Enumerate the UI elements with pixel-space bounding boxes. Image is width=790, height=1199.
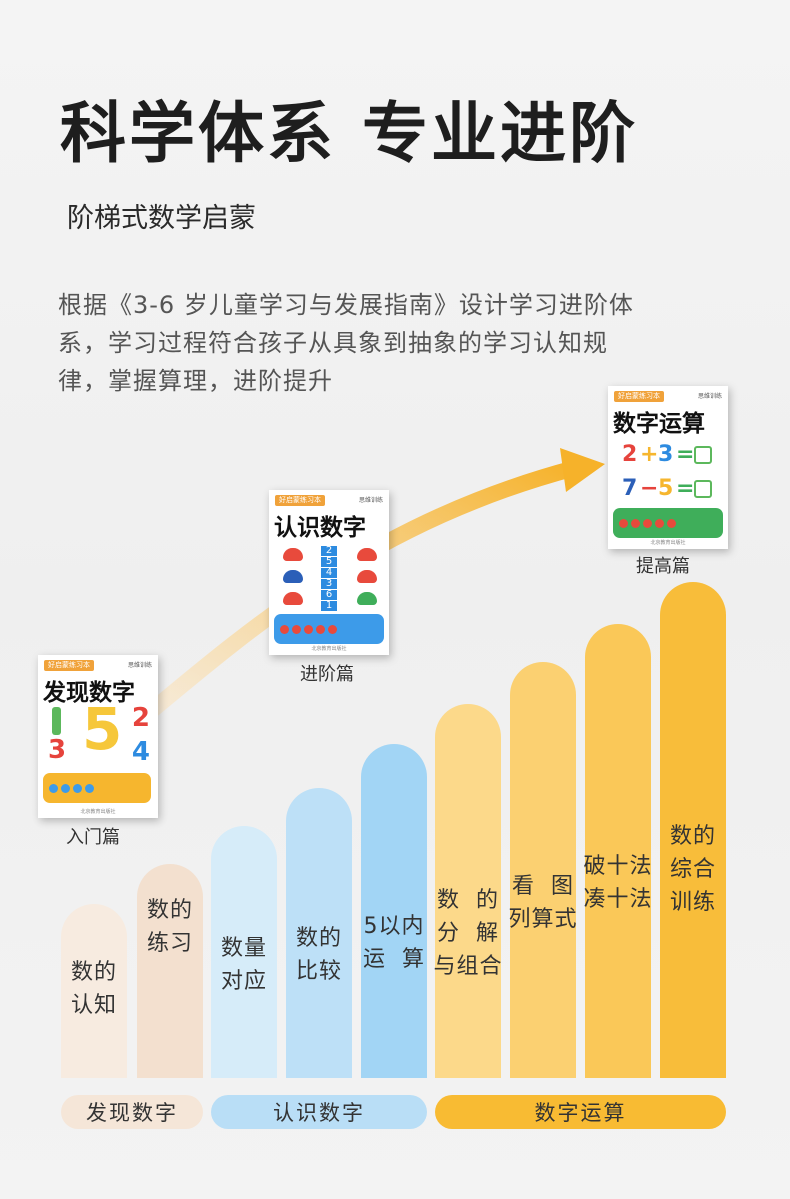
book-cover-beginner: 好启蒙练习本 思维训练 发现数字 5 2 3 4 北京教育出版社 bbox=[38, 655, 158, 818]
book-publisher: 北京教育出版社 bbox=[311, 646, 347, 652]
stage-band-operate: 数字运算 bbox=[435, 1095, 726, 1129]
step-bar-label: 数的 认知 bbox=[70, 960, 117, 1018]
book-publisher: 北京教育出版社 bbox=[650, 540, 686, 546]
equation-row: 7 − 5 = bbox=[622, 476, 712, 501]
number-four: 4 bbox=[131, 737, 150, 767]
pencil-character-icon bbox=[52, 707, 61, 735]
page-subtitle: 阶梯式数学启蒙 bbox=[67, 203, 256, 234]
number-three: 3 bbox=[48, 735, 67, 765]
description-line: 律，掌握算理，进阶提升 bbox=[58, 367, 333, 395]
description: 根据《3-6 岁儿童学习与发展指南》设计学习进阶体 系，学习过程符合孩子从具象到… bbox=[58, 286, 698, 400]
step-bar-8: 破十法 凑十法 bbox=[583, 624, 653, 1078]
operand: 7 bbox=[622, 476, 638, 501]
number-column: 2 5 4 3 6 1 bbox=[321, 546, 337, 611]
ladybug-icon bbox=[283, 592, 303, 605]
book-series-tag: 好启蒙练习本 bbox=[614, 391, 664, 402]
number-cell: 4 bbox=[321, 568, 337, 578]
counting-tray bbox=[274, 614, 384, 644]
description-line: 系，学习过程符合孩子从具象到抽象的学习认知规 bbox=[58, 329, 608, 357]
step-bar-label: 看 图 列算式 bbox=[508, 874, 578, 932]
ladybug-icon bbox=[357, 570, 377, 583]
book-brand: 思维训练 bbox=[127, 662, 152, 669]
step-bar-label: 数的 练习 bbox=[146, 898, 193, 956]
number-two: 2 bbox=[131, 703, 150, 733]
step-bar-label: 数的 综合 训练 bbox=[669, 824, 716, 915]
equals-sign: = bbox=[676, 476, 695, 501]
answer-box bbox=[694, 479, 712, 498]
arrow-head-icon bbox=[560, 448, 605, 492]
book-title: 认识数字 bbox=[274, 515, 366, 541]
number-cell: 3 bbox=[321, 579, 337, 589]
number-cell: 5 bbox=[321, 557, 337, 567]
step-bar-7: 看 图 列算式 bbox=[508, 662, 578, 1078]
big-number-five: 5 bbox=[82, 695, 123, 763]
ladybug-icon bbox=[357, 592, 377, 605]
level-label-beginner: 入门篇 bbox=[66, 827, 120, 848]
ladybug-icon bbox=[283, 570, 303, 583]
step-bar-label: 数 的 分 解 与组合 bbox=[433, 888, 503, 979]
step-bar-5: 5以内 运 算 bbox=[361, 744, 427, 1078]
operand: 3 bbox=[658, 442, 674, 467]
stage-band-discover: 发现数字 bbox=[61, 1095, 203, 1129]
number-cell: 2 bbox=[321, 546, 337, 556]
operand: 5 bbox=[658, 476, 674, 501]
stage-band-recognize: 认识数字 bbox=[211, 1095, 427, 1129]
equation-row: 2 + 3 = bbox=[622, 442, 712, 467]
answer-box bbox=[694, 445, 712, 464]
counting-tray bbox=[43, 773, 151, 803]
step-bar-label: 破十法 凑十法 bbox=[583, 854, 653, 912]
book-cover-intermediate: 好启蒙练习本 思维训练 认识数字 2 5 4 3 6 1 北京教育出版社 bbox=[269, 490, 389, 655]
number-cell: 6 bbox=[321, 590, 337, 600]
step-bar-4: 数的 比较 bbox=[286, 788, 352, 1078]
book-brand: 思维训练 bbox=[697, 393, 722, 400]
book-title: 数字运算 bbox=[613, 411, 705, 437]
step-bar-label: 数的 比较 bbox=[295, 926, 342, 984]
step-bar-9: 数的 综合 训练 bbox=[660, 582, 726, 1078]
operator: + bbox=[640, 442, 659, 467]
book-publisher: 北京教育出版社 bbox=[80, 809, 116, 815]
level-label-advanced: 提高篇 bbox=[636, 556, 690, 577]
step-bar-3: 数量 对应 bbox=[211, 826, 277, 1078]
book-series-tag: 好启蒙练习本 bbox=[44, 660, 94, 671]
operator: − bbox=[640, 476, 659, 501]
step-bar-6: 数 的 分 解 与组合 bbox=[433, 704, 503, 1078]
book-cover-advanced: 好启蒙练习本 思维训练 数字运算 2 + 3 = 7 − 5 = 北京教育出版社 bbox=[608, 386, 728, 549]
counting-tray bbox=[613, 508, 723, 538]
equals-sign: = bbox=[676, 442, 695, 467]
page-title: 科学体系 专业进阶 bbox=[60, 95, 638, 172]
step-bar-2: 数的 练习 bbox=[137, 864, 203, 1078]
level-label-intermediate: 进阶篇 bbox=[300, 664, 354, 685]
operand: 2 bbox=[622, 442, 638, 467]
step-bar-1: 数的 认知 bbox=[61, 904, 127, 1078]
number-cell: 1 bbox=[321, 601, 337, 611]
book-title: 发现数字 bbox=[43, 680, 135, 706]
description-line: 根据《3-6 岁儿童学习与发展指南》设计学习进阶体 bbox=[58, 291, 634, 319]
step-bar-label: 数量 对应 bbox=[220, 936, 267, 994]
ladybug-icon bbox=[283, 548, 303, 561]
book-brand: 思维训练 bbox=[358, 497, 383, 504]
book-series-tag: 好启蒙练习本 bbox=[275, 495, 325, 506]
step-bar-label: 5以内 运 算 bbox=[363, 914, 425, 972]
ladybug-icon bbox=[357, 548, 377, 561]
